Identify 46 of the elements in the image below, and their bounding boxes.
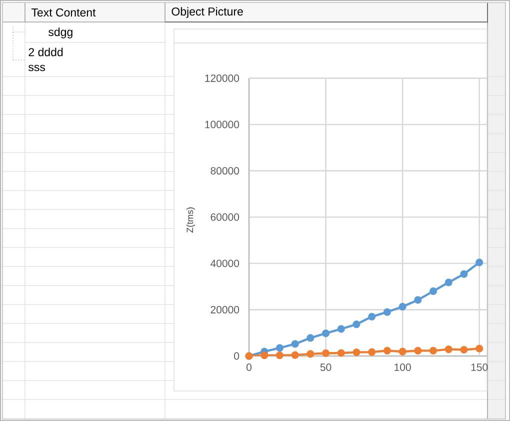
x-tick-label: 0 [246,364,252,371]
text: Text Content [31,8,96,17]
point [429,287,438,295]
point [352,348,360,356]
point [383,346,391,354]
point [306,334,314,342]
point [260,352,268,360]
point [414,346,422,354]
point [414,296,422,304]
point [444,278,452,286]
point [383,308,391,316]
point [337,325,345,333]
point [276,344,284,352]
text: 2 dddd [28,48,63,56]
y-tick-label: 0 [234,352,240,360]
text: sss [28,64,46,72]
point [398,302,406,310]
x-tick-label: 50 [320,364,332,371]
y-tick-label: 80000 [210,167,240,175]
point [368,348,376,356]
point [306,350,314,358]
y-tick-label: 40000 [210,260,240,268]
point [429,346,438,354]
point [460,270,468,278]
point [337,349,345,357]
y-tick-label: 100000 [205,120,240,128]
text: sdgg [48,28,72,38]
y-tick-label: 120000 [205,74,240,82]
x-tick-label: 150 [471,364,488,371]
point [322,349,330,358]
point [460,346,468,354]
point [276,352,284,360]
point [291,351,299,359]
point [322,330,330,338]
y-axis-title: Z(tms) [186,207,195,233]
point [476,258,484,266]
point [444,345,452,354]
x-tick-label: 100 [394,364,411,371]
y-tick-label: 60000 [210,213,240,221]
text: Object Picture [172,7,243,18]
y-tick-label: 20000 [210,306,240,314]
point [398,348,406,356]
point [352,320,360,328]
point [368,312,376,320]
point [476,344,484,352]
point [291,340,299,348]
